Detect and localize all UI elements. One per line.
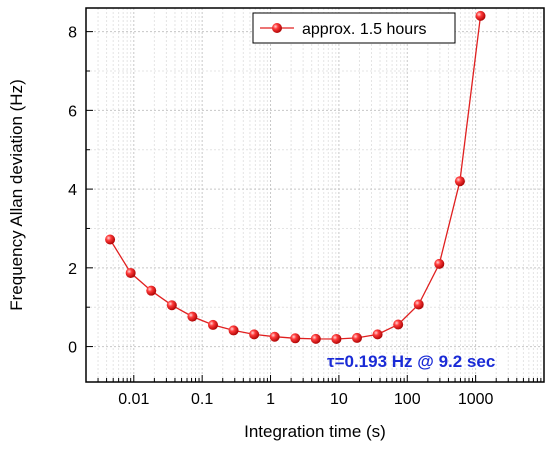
series-points <box>105 10 486 344</box>
x-tick-label: 1000 <box>458 391 494 408</box>
x-tick-label: 0.01 <box>118 391 149 408</box>
y-tick-labels: 0 2 4 6 8 <box>68 25 77 357</box>
data-point <box>290 333 301 344</box>
tau-annotation: τ=0.193 Hz @ 9.2 sec <box>327 352 495 371</box>
legend-label: approx. 1.5 hours <box>302 21 427 38</box>
x-tick-label: 1 <box>266 391 275 408</box>
axis-ticks <box>85 31 545 382</box>
data-point <box>166 300 177 311</box>
x-axis-label: Integration time (s) <box>244 422 386 441</box>
data-point <box>207 319 218 330</box>
data-point <box>187 311 198 322</box>
data-point <box>228 325 239 336</box>
data-point <box>475 10 486 21</box>
data-point <box>351 332 362 343</box>
x-tick-labels: 0.01 0.1 1 10 100 1000 <box>118 391 493 408</box>
legend-marker-swatch <box>272 23 282 33</box>
grid <box>85 8 545 382</box>
x-tick-label: 0.1 <box>191 391 213 408</box>
x-tick-label: 100 <box>394 391 421 408</box>
data-point <box>249 329 260 340</box>
y-tick-label: 2 <box>68 261 77 278</box>
y-tick-label: 4 <box>68 182 77 199</box>
data-point <box>146 285 157 296</box>
y-axis-label: Frequency Allan deviation (Hz) <box>7 79 26 311</box>
plot-frame <box>85 7 545 383</box>
data-point <box>393 319 404 330</box>
data-point <box>269 331 280 342</box>
y-tick-label: 8 <box>68 25 77 42</box>
series-line <box>109 15 482 340</box>
y-tick-label: 6 <box>68 103 77 120</box>
data-point <box>454 176 465 187</box>
data-point <box>331 333 342 344</box>
legend: approx. 1.5 hours <box>252 12 456 44</box>
x-tick-label: 10 <box>330 391 348 408</box>
data-point <box>434 258 445 269</box>
data-point <box>413 299 424 310</box>
data-point <box>372 329 383 340</box>
data-point <box>125 267 136 278</box>
data-point <box>310 333 321 344</box>
data-point <box>105 234 116 245</box>
y-tick-label: 0 <box>68 340 77 357</box>
